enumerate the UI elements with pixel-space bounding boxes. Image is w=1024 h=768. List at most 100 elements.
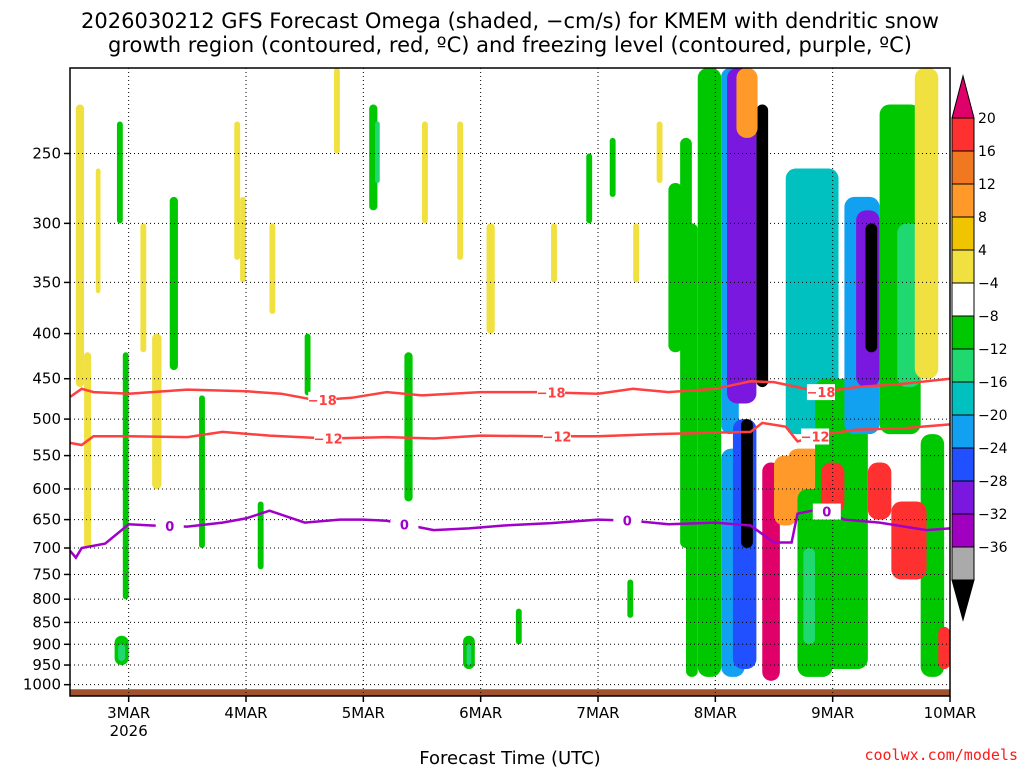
- omega-cell-27: [609, 137, 616, 197]
- omega-core-20: [865, 223, 878, 353]
- contour-label--18: −18: [806, 386, 835, 401]
- omega-core-26: [938, 626, 950, 670]
- omega-core-9: [756, 104, 769, 388]
- colorbar-bottom-arrow: [951, 579, 975, 622]
- omega-cell-25: [551, 223, 557, 283]
- contour-label--12: −12: [801, 431, 830, 446]
- colorbar-swatch: [951, 414, 975, 449]
- contours: −18 −18 −18 −12 −12 −12 0 0 0 0: [69, 377, 951, 560]
- omega-cell-4: [122, 352, 129, 600]
- colorbar-swatch: [951, 447, 975, 482]
- contour-label--18: −18: [308, 394, 337, 409]
- omega-cell-22: [466, 644, 472, 666]
- omega-shading: [70, 68, 950, 696]
- x-tick-label: 6MAR: [459, 704, 502, 722]
- colorbar-label: 8: [978, 210, 987, 226]
- colorbar-swatch: [951, 117, 975, 152]
- colorbar-label: −28: [978, 474, 1008, 490]
- x-axis-title: Forecast Time (UTC): [419, 748, 600, 768]
- omega-core-2: [686, 223, 698, 677]
- colorbar-label: 16: [978, 144, 996, 160]
- omega-cell-29: [656, 121, 663, 183]
- omega-core-14: [785, 168, 839, 435]
- omega-core-6: [727, 68, 757, 404]
- colorbar-swatch: [951, 282, 975, 317]
- omega-cell-7: [169, 196, 178, 371]
- contour-label-bg: [308, 391, 337, 408]
- contour--18: [69, 377, 951, 402]
- colorbar-swatch: [951, 546, 975, 581]
- contour-label-0: 0: [400, 518, 409, 533]
- y-tick-label: 450: [32, 370, 61, 388]
- y-tick-label: 800: [32, 590, 61, 608]
- contour-label-0: 0: [623, 515, 632, 530]
- omega-cell-3: [116, 121, 123, 224]
- chart-title-line1: 2026030212 GFS Forecast Omega (shaded, −…: [81, 9, 939, 33]
- omega-cell-16: [375, 121, 380, 183]
- contour-label-bg: [314, 430, 343, 447]
- omega-cell-10: [240, 196, 246, 283]
- y-tick-label: 1000: [23, 676, 61, 694]
- contour-label-bg: [613, 512, 642, 529]
- colorbar-label: −12: [978, 342, 1008, 358]
- omega-cell-20: [486, 223, 495, 334]
- omega-cell-5: [140, 223, 147, 353]
- omega-cell-18: [422, 121, 428, 224]
- colorbar-label: 12: [978, 177, 996, 193]
- y-tick-label: 550: [32, 447, 61, 465]
- omega-core-10: [736, 68, 758, 138]
- y-tick-label: 850: [32, 613, 61, 631]
- colorbar-swatch: [951, 315, 975, 350]
- y-tick-label: 250: [32, 144, 61, 162]
- grid-lines: [70, 68, 951, 696]
- omega-cell-1: [84, 352, 92, 549]
- credit-text: coolwx.com/models: [864, 746, 1018, 764]
- x-tick-label: 3MAR: [107, 704, 150, 722]
- colorbar-swatch: [951, 216, 975, 251]
- y-tick-label: 600: [32, 480, 61, 498]
- contour-label-bg: [542, 428, 571, 445]
- colorbar-label: 4: [978, 243, 987, 259]
- y-tick-label: 650: [32, 511, 61, 529]
- x-tick-label: 9MAR: [811, 704, 854, 722]
- ground-band: [70, 689, 950, 696]
- x-tick-label: 5MAR: [342, 704, 385, 722]
- colorbar-label: 20: [978, 111, 996, 127]
- omega-core-0: [668, 182, 683, 353]
- omega-cell-24: [118, 644, 126, 661]
- omega-core-21: [867, 462, 892, 520]
- colorbar-swatch: [951, 150, 975, 185]
- y-tick-label: 500: [32, 410, 61, 428]
- omega-core-8: [741, 419, 753, 549]
- colorbar-label: −8: [978, 309, 999, 325]
- colorbar-label: −20: [978, 408, 1008, 424]
- y-tick-label: 700: [32, 539, 61, 557]
- x-tick-label: 4MAR: [224, 704, 267, 722]
- contour-label-0: 0: [822, 506, 831, 521]
- omega-cell-13: [304, 333, 311, 396]
- y-axis: 250 300 350 400 450 500 550 600 650 700 750 800 850 9…: [23, 144, 70, 694]
- colorbar-swatch: [951, 381, 975, 416]
- x-tick-label: 7MAR: [576, 704, 619, 722]
- omega-cell-26: [586, 153, 593, 224]
- omega-cell-0: [75, 104, 85, 388]
- colorbar-top-arrow: [951, 74, 975, 119]
- contour-label-bg: [537, 384, 566, 401]
- y-tick-label: 900: [32, 635, 61, 653]
- contour-label-bg: [390, 516, 419, 533]
- omega-cell-17: [404, 352, 413, 502]
- contour-label--12: −12: [314, 433, 343, 448]
- plot-frame: [69, 67, 951, 697]
- colorbar-swatch: [951, 513, 975, 548]
- y-tick-label: 300: [32, 214, 61, 232]
- x-tick-label: 8MAR: [694, 704, 737, 722]
- omega-cell-12: [269, 223, 276, 314]
- colorbar-swatch: [951, 348, 975, 383]
- omega-core-3: [697, 68, 722, 677]
- omega-core-27: [891, 501, 927, 580]
- omega-cell-9: [234, 121, 241, 260]
- omega-core-16: [803, 548, 816, 645]
- colorbar-label: −24: [978, 441, 1008, 457]
